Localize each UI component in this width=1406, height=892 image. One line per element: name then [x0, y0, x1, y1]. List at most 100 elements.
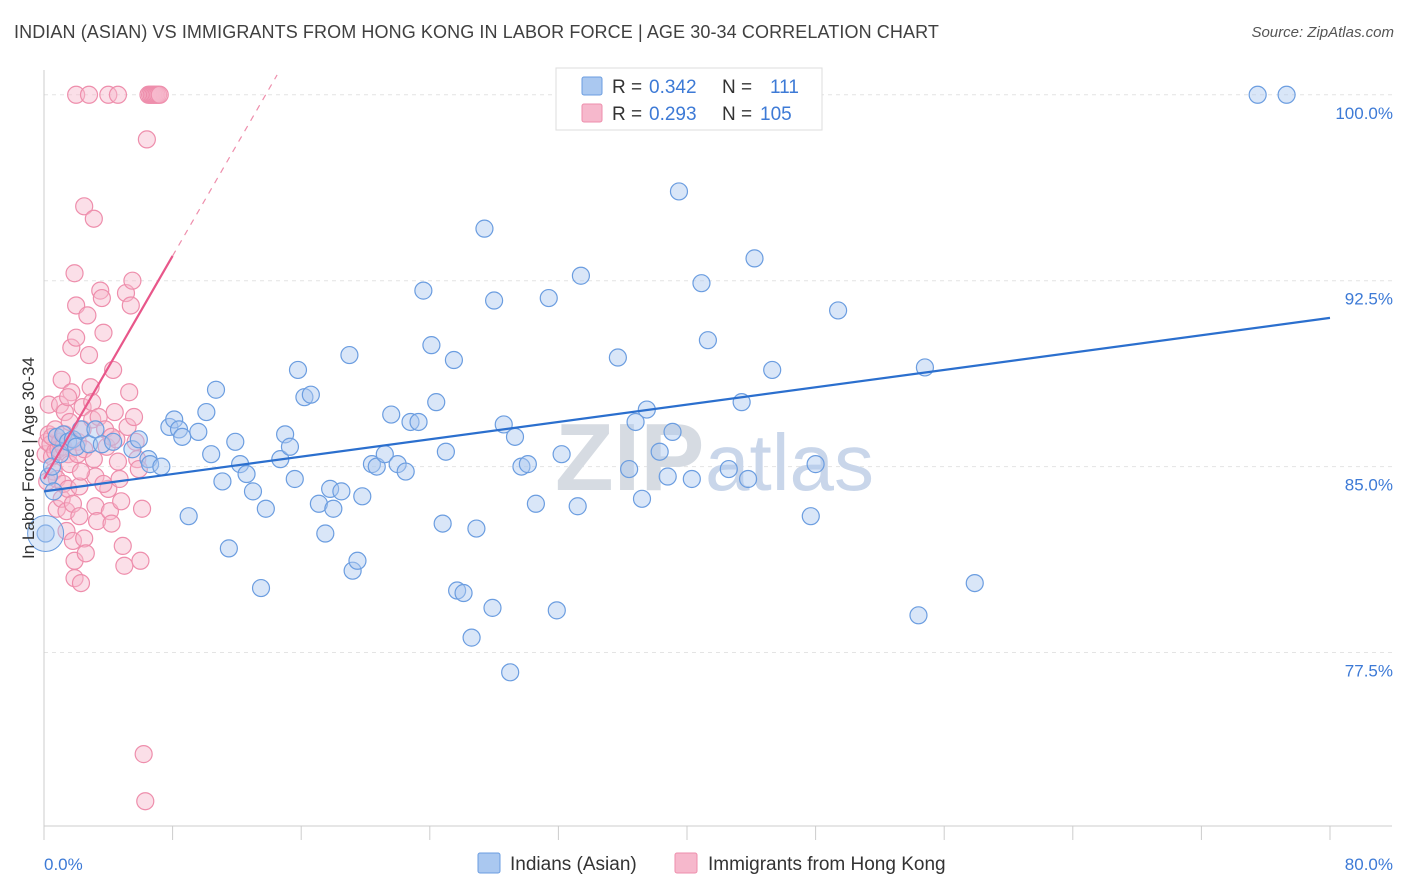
point-indians-asian	[829, 301, 848, 320]
point-indians-asian	[288, 360, 308, 380]
point-immigrants-hong-kong	[79, 345, 99, 365]
point-immigrants-hong-kong	[108, 85, 128, 104]
point-immigrants-hong-kong	[59, 388, 78, 407]
point-indians-asian	[206, 380, 226, 399]
legend-n-label-1: N =	[722, 77, 752, 98]
point-immigrants-hong-kong	[136, 792, 155, 811]
point-immigrants-hong-kong	[94, 323, 113, 342]
point-indians-asian	[663, 422, 682, 441]
point-indians-asian	[738, 469, 758, 489]
point-indians-asian	[343, 561, 362, 580]
point-indians-asian	[321, 479, 340, 498]
point-indians-asian	[104, 432, 123, 451]
point-immigrants-hong-kong	[121, 296, 140, 315]
point-indians-asian	[547, 601, 566, 620]
point-indians-asian	[571, 266, 591, 285]
series-indians-asian	[27, 85, 1296, 682]
point-indians-asian	[316, 524, 335, 543]
point-indians-asian	[745, 249, 764, 268]
bottom-legend-swatch-blue	[477, 852, 501, 874]
point-indians-asian	[552, 445, 571, 464]
chart-source: Source: ZipAtlas.com	[1251, 24, 1394, 41]
point-indians-asian	[518, 455, 537, 474]
point-immigrants-hong-kong	[91, 281, 110, 300]
point-indians-asian	[669, 182, 689, 201]
point-indians-asian	[763, 360, 782, 380]
series-legend: Indians (Asian) Immigrants from Hong Kon…	[477, 852, 946, 875]
point-indians-asian	[165, 410, 184, 429]
point-immigrants-hong-kong	[120, 383, 139, 402]
point-indians-asian	[202, 445, 221, 464]
point-indians-asian	[422, 336, 441, 355]
point-indians-asian	[197, 402, 216, 422]
point-indians-asian	[626, 412, 645, 432]
y-axis-title: In Labor Force | Age 30-34	[19, 357, 38, 559]
point-immigrants-hong-kong	[86, 497, 105, 516]
point-indians-asian	[1248, 85, 1267, 104]
regression-line-immigrants-hong-kong	[43, 255, 174, 480]
point-immigrants-hong-kong	[105, 402, 124, 422]
point-indians-asian	[467, 519, 486, 538]
point-indians-asian	[501, 663, 520, 682]
point-immigrants-hong-kong	[87, 512, 107, 531]
point-indians-asian	[301, 385, 320, 404]
point-indians-asian	[485, 291, 504, 310]
point-indians-asian	[475, 219, 494, 238]
point-indians-asian	[965, 573, 984, 593]
y-tick-label: 77.5%	[1345, 661, 1393, 680]
point-immigrants-hong-kong	[70, 507, 89, 526]
point-indians-asian	[692, 274, 711, 293]
point-indians-asian	[568, 497, 587, 516]
point-indians-asian	[189, 422, 208, 441]
point-indians-asian	[285, 469, 304, 489]
point-indians-asian	[1277, 85, 1296, 104]
point-immigrants-hong-kong	[110, 469, 129, 489]
point-indians-asian	[414, 281, 433, 300]
point-indians-asian	[483, 598, 502, 617]
point-immigrants-hong-kong	[108, 452, 128, 471]
point-immigrants-hong-kong	[67, 85, 86, 104]
point-indians-asian	[682, 469, 701, 489]
point-immigrants-hong-kong	[137, 130, 156, 149]
point-indians-asian	[213, 472, 232, 491]
point-indians-asian	[129, 430, 148, 449]
legend-r-value-2: 0.293	[649, 104, 697, 125]
point-indians-asian	[123, 440, 142, 459]
regression-extension-immigrants-hong-kong	[172, 74, 278, 257]
x-tick-label-right: 80.0%	[1345, 855, 1393, 874]
point-indians-asian	[173, 427, 192, 446]
point-indians-asian	[243, 482, 263, 501]
point-immigrants-hong-kong	[84, 209, 103, 228]
point-indians-asian	[658, 467, 677, 486]
point-immigrants-hong-kong	[75, 197, 94, 216]
legend-n-value-2: 105	[760, 104, 792, 125]
point-indians-asian	[806, 455, 825, 474]
point-immigrants-hong-kong	[92, 288, 111, 308]
point-indians-asian	[632, 489, 652, 508]
point-indians-asian	[309, 494, 328, 513]
point-indians-asian	[427, 393, 446, 412]
point-indians-asian	[226, 432, 245, 451]
point-indians-asian	[396, 462, 415, 481]
point-indians-asian	[409, 412, 428, 432]
point-immigrants-hong-kong	[65, 264, 84, 283]
point-indians-asian	[179, 507, 198, 526]
y-tick-label: 85.0%	[1345, 476, 1393, 495]
point-immigrants-hong-kong	[124, 407, 144, 427]
point-indians-asian	[433, 514, 452, 533]
point-indians-asian	[280, 437, 300, 456]
point-indians-asian	[324, 499, 343, 518]
point-indians-asian	[348, 551, 367, 570]
point-immigrants-hong-kong	[150, 85, 169, 104]
chart-title: INDIAN (ASIAN) VS IMMIGRANTS FROM HONG K…	[14, 22, 939, 42]
point-indians-asian	[251, 578, 271, 598]
y-tick-label: 92.5%	[1345, 290, 1393, 309]
point-immigrants-hong-kong	[78, 306, 97, 325]
point-immigrants-hong-kong	[75, 529, 94, 548]
point-immigrants-hong-kong	[62, 338, 81, 357]
x-tick-label-left: 0.0%	[44, 855, 83, 874]
bottom-legend-label-pink: Immigrants from Hong Kong	[708, 854, 946, 875]
point-immigrants-hong-kong	[71, 573, 91, 593]
point-immigrants-hong-kong	[102, 514, 121, 533]
